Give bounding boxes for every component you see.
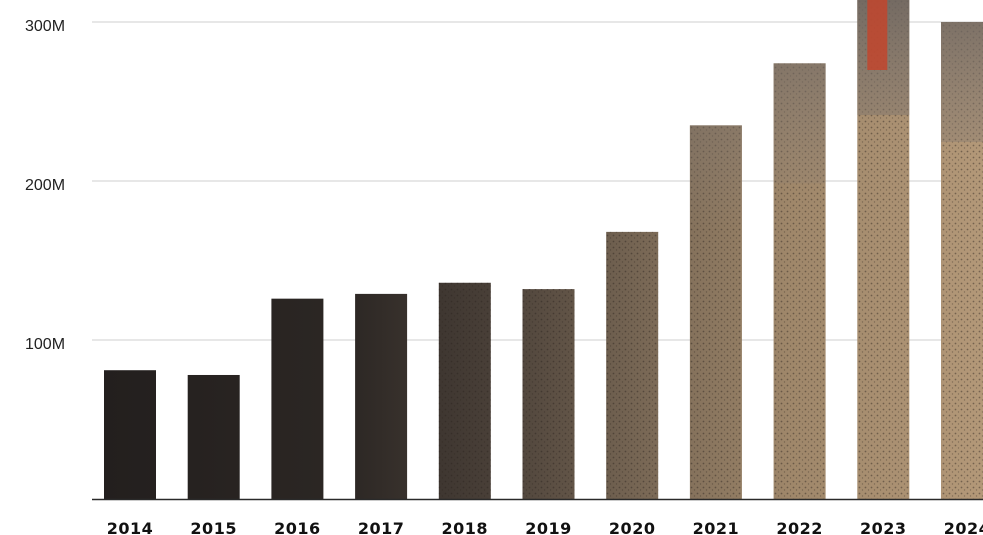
bar-2019 (522, 289, 575, 499)
x-axis-ticks: 2014 2015 2016 2017 2018 2019 2020 2021 2022 2023… (107, 519, 983, 535)
y-tick-label: 100M (25, 336, 65, 353)
x-tick-label: 2016 (274, 519, 321, 535)
x-tick-label: 2020 (609, 519, 656, 535)
bar-2016 (271, 298, 324, 499)
bars (104, 0, 983, 500)
bar-photo-highlight (941, 22, 983, 142)
bar-texture (522, 289, 575, 499)
y-axis-ticks: 100M 200M 300M (25, 18, 65, 353)
bar-texture (438, 282, 491, 499)
bar-2021 (689, 125, 742, 499)
bar-fill (271, 298, 324, 499)
x-tick-label: 2018 (442, 519, 489, 535)
x-tick-label: 2023 (860, 519, 907, 535)
x-tick-label: 2019 (525, 519, 572, 535)
bar-2023 (857, 0, 910, 499)
bar-photo-highlight (773, 63, 826, 184)
bar-photo-highlight (689, 125, 742, 246)
y-tick-label: 300M (25, 18, 65, 35)
x-tick-label: 2015 (190, 519, 237, 535)
x-tick-label: 2021 (693, 519, 740, 535)
bar-photo-detail (867, 0, 888, 70)
bar-2015 (187, 374, 240, 499)
bar-texture (606, 231, 659, 499)
bar-fill (187, 374, 240, 499)
bar-fill (355, 293, 408, 499)
bar-2024 (941, 22, 983, 499)
x-tick-label: 2024 (944, 519, 983, 535)
bar-2017 (355, 293, 408, 499)
bar-2018 (438, 282, 491, 499)
x-tick-label: 2014 (107, 519, 154, 535)
bar-2014 (104, 370, 156, 499)
bar-2020 (606, 231, 659, 499)
x-tick-label: 2022 (776, 519, 823, 535)
y-tick-label: 200M (25, 177, 65, 194)
bar-fill (104, 370, 156, 499)
bar-2022 (773, 63, 826, 500)
x-tick-label: 2017 (358, 519, 405, 535)
